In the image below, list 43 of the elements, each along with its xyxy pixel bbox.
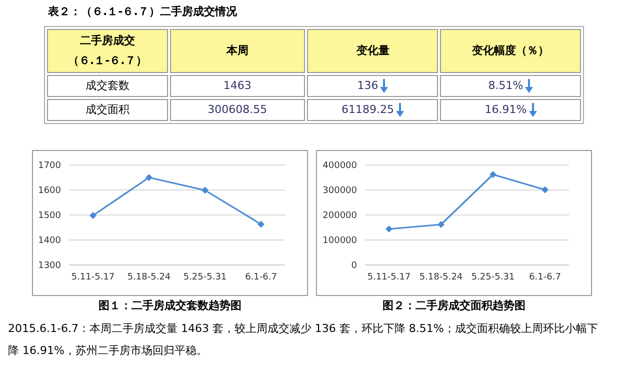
point [90, 212, 96, 219]
y-tick-label: 300000 [322, 186, 358, 196]
text: 本周 [170, 29, 306, 73]
y-tick-label: 1400 [38, 236, 62, 246]
x-tick-label: 5.11-5.17 [367, 272, 411, 282]
text: 变化幅度（％） [440, 29, 581, 73]
point [202, 186, 208, 194]
x-tick-label: 6.1-6.7 [529, 272, 561, 282]
y-tick-label: 1700 [38, 161, 62, 172]
x-tick-label: 5.11-5.17 [71, 272, 115, 282]
text: 61189.25 [307, 99, 438, 121]
text: 2015.6.1-6.7：本周二手房成交量 1463 套，较上周成交减少 136 套，环比下降 8.51%；成交面积确较上周环比小幅下降 16.91%，苏州二手房市场回归平稳。 [8, 321, 599, 359]
x-tick-label: 5.25-5.31 [471, 272, 515, 282]
x-tick-label: 5.25-5.31 [183, 272, 227, 282]
y-tick-label: 1300 [38, 261, 62, 272]
y-tick-label: 1500 [38, 211, 62, 222]
text: 成交套数 [47, 75, 168, 97]
text: 300608.55 [170, 99, 306, 121]
text: 成交面积 [47, 99, 168, 121]
text: 16.91% [440, 99, 581, 121]
text: 136 [307, 75, 438, 97]
text: 变化量 [307, 29, 438, 73]
y-tick-label: 100000 [322, 236, 358, 246]
y-tick-label: 0 [351, 261, 358, 272]
x-tick-label: 5.18-5.24 [127, 272, 171, 282]
text: 8.51% [440, 75, 581, 97]
x-tick-label: 6.1-6.7 [245, 272, 277, 282]
text: 表２：（６.１-６.７）二手房成交情况 [48, 4, 238, 20]
text: 图１：二手房成交套数趋势图 [98, 298, 242, 313]
point [258, 220, 264, 228]
y-tick-label: 200000 [322, 211, 358, 222]
y-tick-label: 400000 [322, 161, 358, 172]
y-tick-label: 1600 [38, 186, 62, 196]
point [146, 174, 152, 181]
text: 二手房成交 [80, 34, 135, 47]
text: 图２：二手房成交面积趋势图 [382, 298, 526, 313]
text: （６.１-６.７） [68, 54, 147, 67]
point [438, 221, 444, 228]
x-tick-label: 5.18-5.24 [419, 272, 463, 282]
text: 1463 [170, 75, 306, 97]
point [542, 186, 548, 194]
point [386, 226, 392, 232]
point [490, 171, 496, 178]
